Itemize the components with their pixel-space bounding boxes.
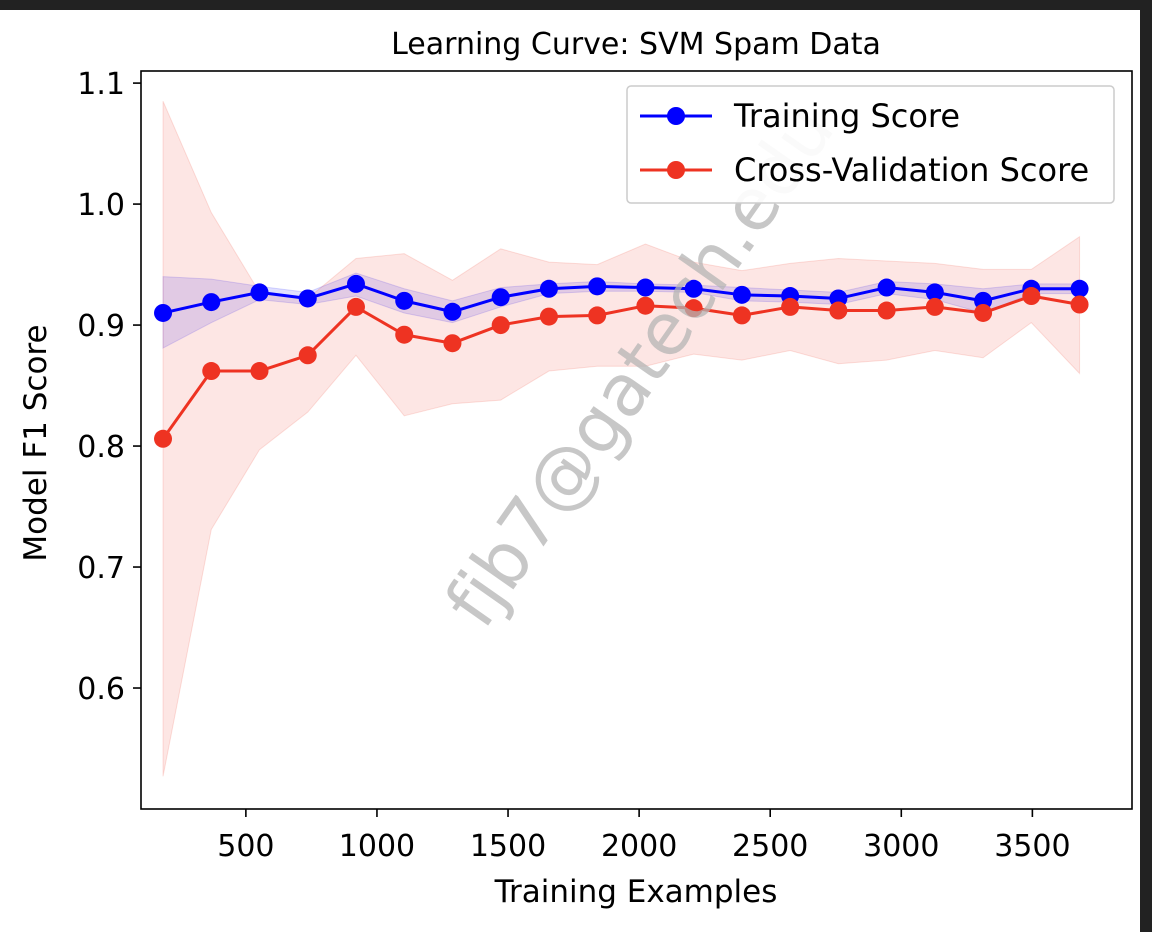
point-series-1-4 bbox=[346, 297, 365, 316]
series-points bbox=[154, 274, 1089, 448]
x-tick-label-4: 2500 bbox=[732, 829, 808, 864]
point-series-1-1 bbox=[202, 362, 221, 381]
point-series-0-15 bbox=[877, 278, 896, 297]
point-series-0-7 bbox=[491, 288, 510, 307]
point-series-0-8 bbox=[539, 279, 558, 298]
point-series-0-10 bbox=[636, 278, 655, 297]
point-series-1-2 bbox=[250, 362, 269, 381]
y-tick-label-1: 0.7 bbox=[77, 551, 125, 586]
point-series-1-14 bbox=[829, 301, 848, 320]
legend: Training Score Cross-Validation Score bbox=[626, 85, 1115, 204]
point-series-0-16 bbox=[925, 283, 944, 302]
legend-box bbox=[626, 85, 1115, 204]
y-tick-label-3: 0.9 bbox=[77, 309, 125, 344]
y-axis-ticks: 0.6 0.7 0.8 0.9 1.0 1.1 bbox=[77, 67, 141, 707]
point-series-0-9 bbox=[588, 277, 607, 296]
point-series-1-19 bbox=[1070, 295, 1089, 314]
point-series-0-2 bbox=[250, 283, 269, 302]
point-series-1-9 bbox=[588, 306, 607, 325]
point-series-0-4 bbox=[346, 274, 365, 293]
point-series-1-5 bbox=[395, 325, 414, 344]
band-series-1 bbox=[162, 101, 1081, 777]
plot-area-border bbox=[140, 70, 1133, 810]
legend-label-training: Training Score bbox=[733, 97, 960, 135]
chart-title: Learning Curve: SVM Spam Data bbox=[391, 27, 881, 62]
point-series-1-10 bbox=[636, 296, 655, 315]
point-series-0-1 bbox=[202, 293, 221, 312]
y-tick-label-0: 0.6 bbox=[77, 672, 125, 707]
point-series-1-7 bbox=[491, 316, 510, 335]
x-tick-label-0: 500 bbox=[217, 829, 274, 864]
point-series-1-15 bbox=[877, 301, 896, 320]
point-series-1-12 bbox=[732, 306, 751, 325]
legend-marker-training bbox=[667, 107, 685, 125]
point-series-0-5 bbox=[395, 291, 414, 310]
point-series-0-12 bbox=[732, 285, 751, 304]
point-series-0-11 bbox=[684, 279, 703, 298]
x-axis-label: Training Examples bbox=[494, 874, 778, 910]
point-series-0-3 bbox=[298, 289, 317, 308]
y-tick-label-2: 0.8 bbox=[77, 430, 125, 465]
point-series-1-0 bbox=[154, 429, 173, 448]
point-series-1-16 bbox=[925, 297, 944, 316]
point-series-1-6 bbox=[443, 334, 462, 353]
x-axis-ticks: 500 1000 1500 2000 2500 3000 3500 bbox=[217, 809, 1071, 864]
point-series-0-0 bbox=[154, 303, 173, 322]
point-series-1-8 bbox=[539, 307, 558, 326]
y-axis-label: Model F1 Score bbox=[18, 324, 54, 561]
x-tick-label-2: 1500 bbox=[470, 829, 546, 864]
x-tick-label-1: 1000 bbox=[339, 829, 415, 864]
point-series-1-18 bbox=[1022, 287, 1041, 306]
x-tick-label-5: 3000 bbox=[863, 829, 939, 864]
y-tick-label-5: 1.1 bbox=[77, 67, 125, 102]
legend-marker-cv bbox=[667, 161, 685, 179]
x-tick-label-6: 3500 bbox=[994, 829, 1070, 864]
chart-frame: Learning Curve: SVM Spam Data fjb7@gatec… bbox=[0, 10, 1140, 932]
point-series-1-13 bbox=[781, 297, 800, 316]
point-series-0-6 bbox=[443, 302, 462, 321]
point-series-1-11 bbox=[684, 299, 703, 318]
learning-curve-chart: Learning Curve: SVM Spam Data fjb7@gatec… bbox=[18, 27, 1133, 910]
point-series-0-19 bbox=[1070, 279, 1089, 298]
point-series-1-3 bbox=[298, 346, 317, 365]
y-tick-label-4: 1.0 bbox=[77, 188, 125, 223]
legend-label-cv: Cross-Validation Score bbox=[734, 151, 1089, 189]
x-tick-label-3: 2000 bbox=[601, 829, 677, 864]
point-series-1-17 bbox=[974, 303, 993, 322]
